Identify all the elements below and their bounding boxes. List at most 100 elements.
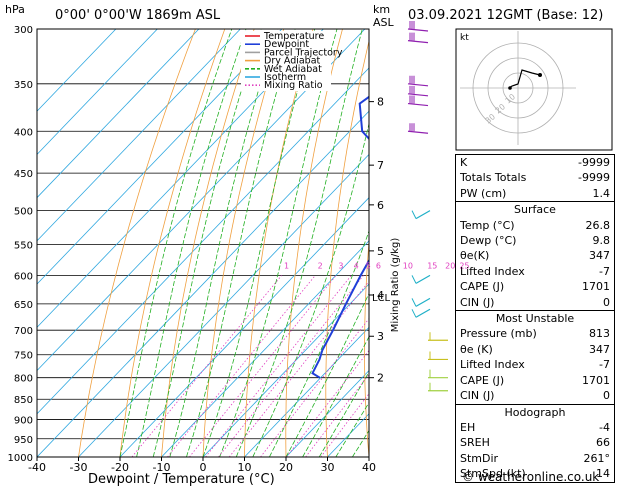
km-tick-label: 5 (377, 245, 384, 258)
mixing-ratio-line (189, 275, 336, 457)
dry-adiabat-line (402, 29, 431, 457)
surface-title: Surface (456, 202, 614, 217)
pressure-tick-label: 500 (14, 207, 33, 218)
legend-entry: Mixing Ratio (264, 80, 323, 91)
wind-barb-tick (412, 211, 416, 219)
mu-thetae-row: θe (K)347 (456, 342, 614, 357)
surface-cape-row: CAPE (J)1701 (456, 279, 614, 294)
km-tick-label: 7 (377, 159, 384, 172)
indices-box: K-9999 Totals Totals-9999 PW (cm)1.4 (455, 154, 615, 202)
wet-adiabat-line (153, 29, 261, 457)
isotherm-line (37, 29, 448, 457)
dry-adiabat-line (203, 29, 284, 457)
stmspd-row: StmSpd (kt)14 (456, 466, 614, 481)
surface-cin-row: CIN (J)0 (456, 295, 614, 310)
hodograph-kt-label: kt (460, 33, 469, 43)
km-tick-label: 3 (377, 330, 384, 343)
mixing-ratio-label: 15 (427, 261, 437, 270)
mu-cin-row: CIN (J)0 (456, 388, 614, 403)
pressure-tick-label: 300 (14, 25, 33, 36)
datetime-label: 03.09.2021 12GMT (Base: 12) (408, 8, 603, 23)
wet-adiabat-line (220, 29, 337, 457)
x-tick-label: -30 (70, 461, 88, 474)
most-unstable-box: Most Unstable Pressure (mb)813 θe (K)347… (455, 311, 615, 404)
pressure-tick-label: 800 (14, 374, 33, 385)
mu-li-row: Lifted Index-7 (456, 357, 614, 372)
wind-barb (416, 275, 430, 283)
indices-panel: K-9999 Totals Totals-9999 PW (cm)1.4 Sur… (455, 154, 615, 483)
mu-title: Most Unstable (456, 311, 614, 326)
mixing-ratio-line (287, 275, 428, 457)
wind-barb (408, 84, 428, 86)
wind-barb (416, 298, 430, 306)
mixing-ratio-label: 5 (366, 261, 371, 270)
wind-barb (408, 104, 428, 106)
mu-cape-row: CAPE (J)1701 (456, 373, 614, 388)
km-label: km (373, 3, 390, 16)
wet-adiabat-line (253, 29, 392, 457)
surface-li-row: Lifted Index-7 (456, 264, 614, 279)
wet-adiabat-line (137, 29, 246, 457)
wind-barb-tick (412, 309, 416, 317)
mixing-ratio-label: 1 (284, 261, 289, 270)
mixing-ratio-label: 6 (376, 261, 381, 270)
wind-barb (408, 131, 428, 133)
asl-label: ASL (373, 16, 394, 29)
surface-dewp-row: Dewp (°C)9.8 (456, 233, 614, 248)
wind-barb (416, 211, 430, 219)
surface-temp-row: Temp (°C)26.8 (456, 218, 614, 233)
wet-adiabat-line (286, 29, 464, 457)
wind-barb (408, 29, 428, 31)
mixing-ratio-label: 3 (338, 261, 343, 270)
isotherm-line (0, 29, 240, 457)
km-tick-label: 6 (377, 199, 384, 212)
pressure-tick-label: 400 (14, 127, 33, 138)
hodo-title: Hodograph (456, 405, 614, 420)
wind-barb-tick (412, 298, 416, 306)
pressure-tick-label: 750 (14, 351, 33, 362)
mixing-ratio-label: 4 (354, 261, 359, 270)
hodograph-end-marker (538, 73, 542, 77)
wind-barb (416, 309, 430, 317)
mixing-ratio-line (206, 275, 352, 457)
x-tick-label: 30 (321, 461, 335, 474)
pressure-tick-label: 850 (14, 395, 33, 406)
dry-adiabat-line (120, 29, 225, 457)
totals-row: Totals Totals-9999 (456, 170, 614, 185)
km-tick-label: 2 (377, 372, 384, 385)
x-tick-label: -40 (28, 461, 46, 474)
pressure-tick-label: 350 (14, 80, 33, 91)
pw-row: PW (cm)1.4 (456, 186, 614, 201)
pressure-tick-label: 450 (14, 169, 33, 180)
location-label: 0°00' 0°00'W 1869m ASL (55, 8, 220, 23)
isotherm-line (0, 29, 323, 457)
km-tick-label: 8 (377, 96, 384, 109)
mixing-ratio-label: 10 (403, 261, 413, 270)
pressure-tick-label: 700 (14, 326, 33, 337)
isotherm-line (0, 29, 406, 457)
x-axis-title: Dewpoint / Temperature (°C) (88, 472, 275, 487)
mixing-ratio-label: 20 (445, 261, 455, 270)
wind-barb (408, 94, 428, 96)
mu-pressure-row: Pressure (mb)813 (456, 326, 614, 341)
k-row: K-9999 (456, 155, 614, 170)
isotherm-line (79, 29, 490, 457)
pressure-tick-label: 950 (14, 435, 33, 446)
x-tick-label: 40 (362, 461, 376, 474)
surface-box: Surface Temp (°C)26.8 Dewp (°C)9.8 θe(K)… (455, 202, 615, 311)
hodograph-storm-marker (508, 86, 512, 90)
pressure-tick-label: 650 (14, 300, 33, 311)
mixing-ratio-axis-label: Mixing Ratio (g/kg) (390, 238, 401, 333)
surface-thetae-row: θe(K)347 (456, 248, 614, 263)
pressure-tick-label: 600 (14, 271, 33, 282)
x-tick-label: 20 (279, 461, 293, 474)
pressure-tick-label: 900 (14, 416, 33, 427)
mixing-ratio-label: 2 (318, 261, 323, 270)
pressure-tick-label: 550 (14, 240, 33, 251)
lcl-label: LCL (372, 293, 391, 304)
wind-barb-tick (412, 275, 416, 283)
hpa-label: hPa (5, 3, 25, 16)
